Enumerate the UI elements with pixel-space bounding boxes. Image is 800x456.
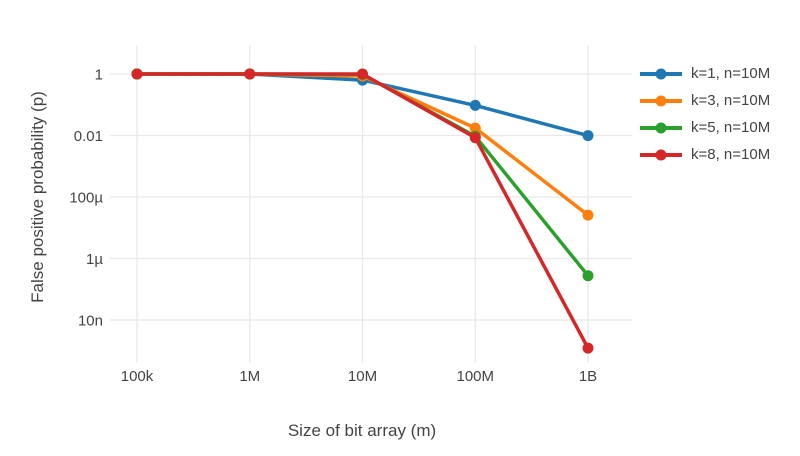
y-tick-label: 10n <box>78 312 103 329</box>
legend-label: k=5, n=10M <box>691 119 771 136</box>
data-point <box>244 68 256 80</box>
legend-label: k=3, n=10M <box>691 92 771 109</box>
data-point <box>357 68 368 80</box>
data-point <box>582 209 594 221</box>
legend-item-3[interactable]: k=8, n=10M <box>638 141 770 168</box>
legend-line-sample <box>640 149 682 160</box>
y-tick-label: 1µ <box>86 251 103 268</box>
data-point <box>582 342 594 354</box>
data-point <box>582 270 594 282</box>
x-tick-label: 100k <box>121 368 154 385</box>
legend-line-sample <box>640 68 682 79</box>
legend-line-sample <box>640 122 682 133</box>
data-point <box>469 122 481 134</box>
data-point <box>469 132 481 144</box>
legend-label: k=8, n=10M <box>691 146 771 163</box>
x-tick-label: 100M <box>456 368 494 385</box>
legend-item-0[interactable]: k=1, n=10M <box>638 60 770 87</box>
legend: k=1, n=10M k=3, n=10M k=5, n=10M k=8, n=10M <box>638 60 770 168</box>
y-tick-label: 0.01 <box>74 128 103 145</box>
data-point <box>131 68 143 80</box>
y-axis-title: False positive probability (p) <box>28 91 47 303</box>
data-point <box>582 130 594 142</box>
x-tick-label: 10M <box>348 368 377 385</box>
x-axis-title: Size of bit array (m) <box>287 421 437 440</box>
x-tick-label: 1B <box>579 368 597 385</box>
x-tick-label: 1M <box>239 368 260 385</box>
legend-line-sample <box>640 95 682 106</box>
legend-label: k=1, n=10M <box>691 65 771 82</box>
legend-item-2[interactable]: k=5, n=10M <box>638 114 770 141</box>
data-point <box>469 99 481 111</box>
legend-item-1[interactable]: k=3, n=10M <box>638 87 770 114</box>
y-tick-label: 100µ <box>69 189 103 206</box>
y-tick-label: 1 <box>95 66 103 83</box>
